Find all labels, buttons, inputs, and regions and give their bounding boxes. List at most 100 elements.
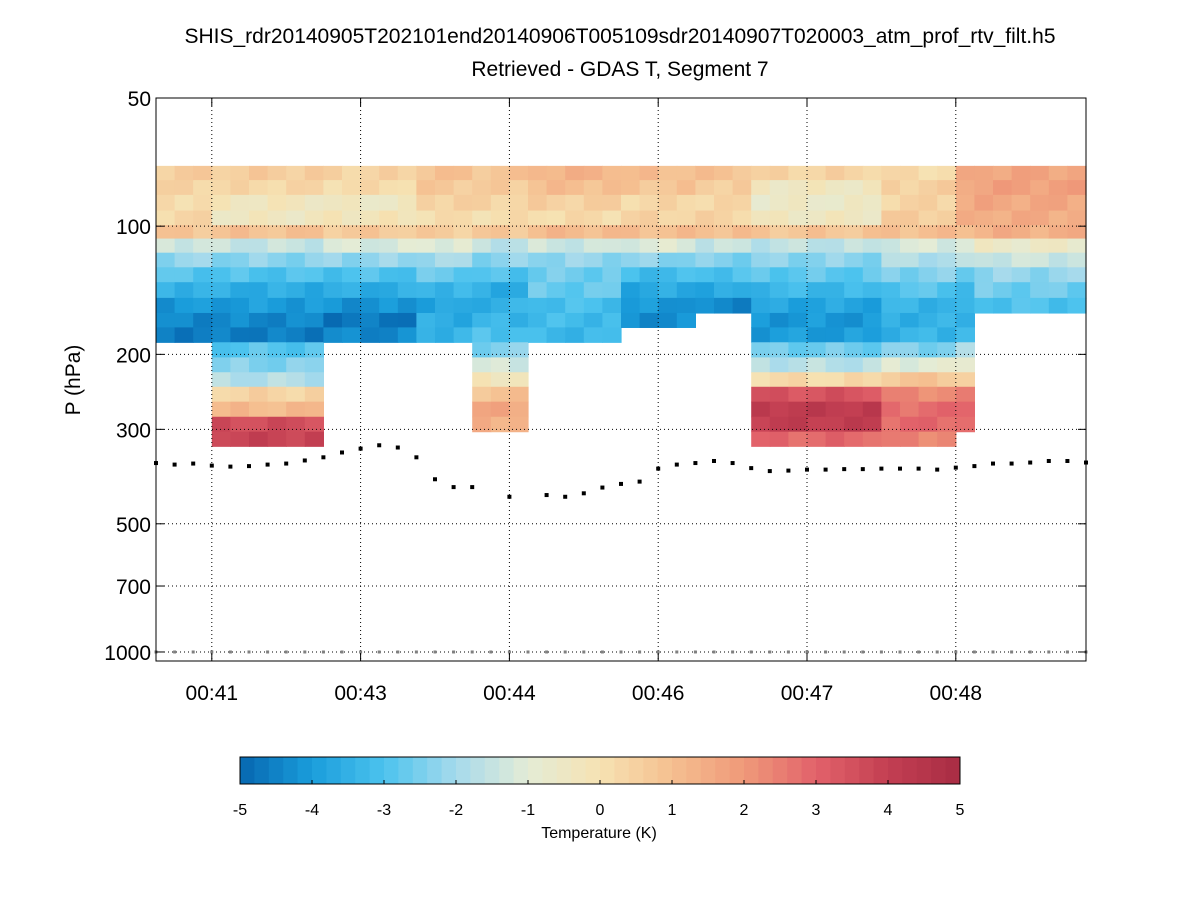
heatmap-cell — [304, 238, 324, 254]
heatmap-cell — [435, 282, 455, 299]
heatmap-cell — [490, 386, 510, 403]
heatmap-cell — [732, 165, 752, 181]
heatmap-cell — [249, 238, 269, 254]
heatmap-cell — [230, 225, 250, 240]
heatmap-cell — [769, 401, 789, 418]
heatmap-cell — [267, 252, 287, 268]
y-tick-label: 1000 — [104, 642, 151, 665]
heatmap-cell — [360, 312, 380, 328]
reference-marker — [600, 650, 604, 654]
heatmap-cell — [323, 210, 343, 226]
heatmap-cell — [900, 210, 920, 226]
heatmap-cell — [565, 297, 585, 314]
heatmap-cell — [993, 180, 1013, 196]
heatmap-cell — [286, 401, 306, 418]
heatmap-cell — [993, 194, 1013, 212]
surface-marker — [1028, 460, 1033, 465]
heatmap-cell — [472, 282, 492, 299]
reference-marker — [935, 650, 939, 654]
heatmap-cell — [732, 194, 752, 212]
heatmap-cell — [342, 238, 362, 254]
heatmap-cell — [862, 282, 882, 299]
heatmap-cell — [583, 267, 603, 283]
heatmap-cell — [453, 252, 473, 268]
heatmap-cell — [416, 194, 436, 212]
heatmap-cell — [416, 210, 436, 226]
heatmap-cell — [230, 372, 250, 388]
heatmap-cell — [937, 194, 957, 212]
reference-marker — [470, 650, 474, 654]
heatmap-cell — [825, 431, 845, 447]
heatmap-cell — [844, 297, 864, 314]
colorbar-tick-label: 4 — [884, 802, 893, 819]
heatmap-cell — [1067, 225, 1087, 240]
heatmap-cell — [937, 327, 957, 343]
heatmap-cell — [528, 238, 548, 254]
heatmap-cell — [509, 357, 529, 373]
heatmap-cell — [490, 180, 510, 196]
heatmap-cell — [509, 342, 529, 358]
colorbar-cell — [816, 757, 831, 784]
reference-marker — [712, 650, 716, 654]
heatmap-cell — [844, 194, 864, 212]
heatmap-cell — [900, 252, 920, 268]
heatmap-cell — [1067, 210, 1087, 226]
heatmap-cell — [379, 267, 399, 283]
heatmap-cell — [751, 357, 771, 373]
heatmap-cell — [1030, 180, 1050, 196]
heatmap-cell — [862, 401, 882, 418]
heatmap-cell — [528, 194, 548, 212]
heatmap-cell — [342, 165, 362, 181]
heatmap-cell — [397, 180, 417, 196]
colorbar-cell — [355, 757, 371, 784]
heatmap-cell — [360, 194, 380, 212]
reference-marker — [898, 650, 902, 654]
heatmap-cell — [769, 342, 789, 358]
heatmap-cell — [472, 210, 492, 226]
heatmap-cell — [156, 225, 176, 240]
heatmap-cell — [844, 267, 864, 283]
heatmap-cell — [676, 312, 696, 328]
heatmap-cell — [788, 267, 808, 283]
heatmap-cell — [937, 372, 957, 388]
heatmap-cell — [1048, 238, 1068, 254]
heatmap-cell — [676, 252, 696, 268]
colorbar-cell — [326, 757, 342, 784]
heatmap-cell — [937, 282, 957, 299]
heatmap-cell — [937, 252, 957, 268]
heatmap-cell — [193, 180, 213, 196]
reference-marker — [396, 650, 400, 654]
heatmap-cell — [193, 282, 213, 299]
heatmap-cell — [509, 327, 529, 343]
heatmap-cell — [974, 225, 994, 240]
heatmap-cell — [453, 282, 473, 299]
heatmap-cell — [211, 431, 231, 447]
heatmap-cell — [174, 165, 194, 181]
surface-marker — [340, 450, 344, 455]
heatmap-cell — [732, 238, 752, 254]
heatmap-cell — [937, 297, 957, 314]
heatmap-cell — [230, 194, 250, 212]
heatmap-cell — [937, 210, 957, 226]
heatmap-cell — [249, 386, 269, 403]
heatmap-cell — [267, 165, 287, 181]
heatmap-cell — [286, 282, 306, 299]
surface-marker — [228, 464, 233, 469]
heatmap-cell — [807, 312, 827, 328]
heatmap-cell — [807, 372, 827, 388]
heatmap-cell — [844, 180, 864, 196]
heatmap-cell — [844, 372, 864, 388]
heatmap-cell — [193, 267, 213, 283]
reference-marker — [377, 650, 381, 654]
heatmap-cell — [732, 267, 752, 283]
heatmap-cell — [490, 372, 510, 388]
heatmap-cell — [435, 297, 455, 314]
colorbar-cell — [384, 757, 399, 784]
heatmap-cell — [286, 210, 306, 226]
heatmap-cell — [974, 180, 994, 196]
heatmap-cell — [267, 342, 287, 358]
heatmap-cell — [249, 297, 269, 314]
heatmap-cell — [249, 225, 269, 240]
heatmap-cell — [435, 180, 455, 196]
reference-marker — [191, 650, 195, 654]
